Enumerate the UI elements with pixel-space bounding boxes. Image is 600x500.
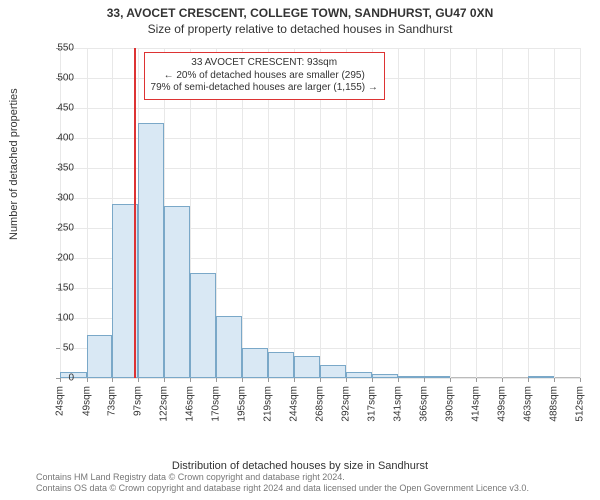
x-tick-mark [528,378,529,382]
y-tick-label: 50 [40,343,74,354]
x-tick-label: 219sqm [262,386,273,422]
y-tick-label: 100 [40,313,74,324]
histogram-bar [190,273,216,378]
gridline-v [87,48,88,378]
x-tick-mark [502,378,503,382]
x-tick-mark [372,378,373,382]
y-tick-label: 200 [40,253,74,264]
chart-area: 33 AVOCET CRESCENT: 93sqm← 20% of detach… [60,48,580,428]
gridline-v [398,48,399,378]
x-tick-label: 390sqm [445,386,456,422]
x-tick-mark [190,378,191,382]
x-tick-label: 317sqm [367,386,378,422]
histogram-bar [528,376,555,378]
x-tick-label: 97sqm [132,386,143,416]
gridline-v [60,48,61,378]
histogram-bar [294,356,320,378]
x-tick-label: 146sqm [185,386,196,422]
histogram-bar [242,348,268,378]
y-tick-label: 450 [40,103,74,114]
x-tick-mark [424,378,425,382]
property-marker-line [134,48,136,378]
x-tick-mark [164,378,165,382]
gridline-v [580,48,581,378]
subtitle: Size of property relative to detached ho… [0,20,600,36]
x-tick-mark [268,378,269,382]
x-tick-label: 463sqm [522,386,533,422]
x-tick-mark [216,378,217,382]
x-tick-label: 366sqm [419,386,430,422]
x-tick-label: 414sqm [470,386,481,422]
x-tick-label: 439sqm [497,386,508,422]
x-tick-label: 341sqm [392,386,403,422]
histogram-bar [372,374,398,378]
credits-line-1: Contains HM Land Registry data © Crown c… [36,472,529,483]
x-tick-mark [450,378,451,382]
y-tick-label: 400 [40,133,74,144]
x-tick-mark [138,378,139,382]
x-tick-label: 268sqm [315,386,326,422]
histogram-bar [320,365,346,378]
x-tick-label: 170sqm [210,386,221,422]
gridline-v [554,48,555,378]
histogram-bar [138,123,165,378]
x-tick-label: 73sqm [107,386,118,416]
histogram-bar [216,316,243,378]
gridline-v [424,48,425,378]
x-tick-label: 244sqm [289,386,300,422]
x-tick-mark [242,378,243,382]
plot-area: 33 AVOCET CRESCENT: 93sqm← 20% of detach… [60,48,580,378]
x-tick-mark [398,378,399,382]
x-tick-mark [112,378,113,382]
page-title: 33, AVOCET CRESCENT, COLLEGE TOWN, SANDH… [0,0,600,20]
histogram-bar [398,376,425,378]
x-tick-mark [320,378,321,382]
y-tick-label: 300 [40,193,74,204]
x-tick-label: 49sqm [81,386,92,416]
x-tick-mark [87,378,88,382]
x-tick-mark [346,378,347,382]
gridline-v [476,48,477,378]
histogram-bar [164,206,190,378]
x-tick-mark [294,378,295,382]
callout-line: 33 AVOCET CRESCENT: 93sqm [151,57,378,70]
x-tick-label: 122sqm [159,386,170,422]
y-tick-label: 150 [40,283,74,294]
x-tick-label: 292sqm [340,386,351,422]
callout-line: 79% of semi-detached houses are larger (… [151,82,378,95]
x-tick-mark [476,378,477,382]
histogram-bar [346,372,373,378]
histogram-bar [268,352,295,378]
x-tick-mark [554,378,555,382]
credits: Contains HM Land Registry data © Crown c… [36,472,529,494]
y-tick-label: 250 [40,223,74,234]
property-callout: 33 AVOCET CRESCENT: 93sqm← 20% of detach… [144,52,385,100]
histogram-bar [424,376,450,378]
y-axis-label: Number of detached properties [8,88,20,240]
callout-line: ← 20% of detached houses are smaller (29… [151,70,378,83]
gridline-v [528,48,529,378]
y-tick-label: 350 [40,163,74,174]
gridline-v [450,48,451,378]
x-tick-label: 512sqm [575,386,586,422]
x-axis-label: Distribution of detached houses by size … [0,460,600,472]
x-tick-mark [580,378,581,382]
y-tick-label: 500 [40,73,74,84]
credits-line-2: Contains OS data © Crown copyright and d… [36,483,529,494]
y-tick-label: 550 [40,43,74,54]
gridline-v [502,48,503,378]
x-tick-label: 195sqm [237,386,248,422]
x-tick-label: 24sqm [55,386,66,416]
histogram-bar [87,335,113,378]
y-tick-label: 0 [40,373,74,384]
x-tick-label: 488sqm [549,386,560,422]
